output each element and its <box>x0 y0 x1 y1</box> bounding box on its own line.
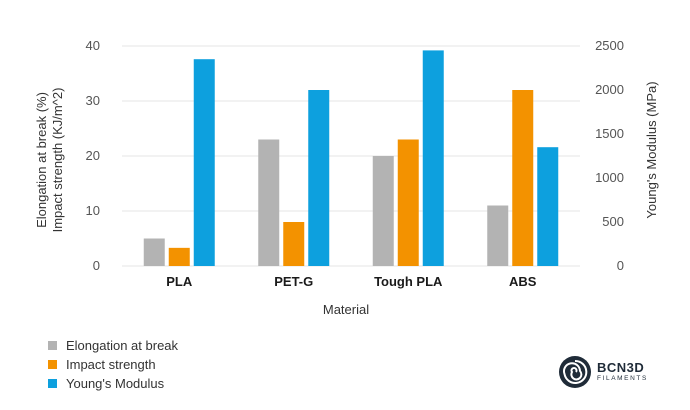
legend-item-impact: Impact strength <box>48 355 178 374</box>
y-tick-right-2500: 2500 <box>595 38 624 53</box>
bar-pla-elongation-at-break <box>143 238 165 266</box>
legend-label-youngs: Young's Modulus <box>66 376 165 391</box>
legend-label-impact: Impact strength <box>66 357 156 372</box>
bar-abs-elongation-at-break <box>487 205 509 266</box>
bar-pet-g-elongation-at-break <box>258 139 280 266</box>
legend-swatch-youngs <box>48 379 57 388</box>
logo-subtitle: FILAMENTS <box>597 375 648 383</box>
y-tick-left-40: 40 <box>86 38 100 53</box>
bars <box>143 50 559 267</box>
legend-label-elongation: Elongation at break <box>66 338 179 353</box>
right-axis-ticks: 0 500 1000 1500 2000 2500 <box>595 38 624 273</box>
category-label-pla: PLA <box>166 274 193 289</box>
spiral-logo-icon <box>559 356 591 388</box>
y-axis-label-right: Young's Modulus (MPa) <box>644 81 659 218</box>
category-label-abs: ABS <box>509 274 537 289</box>
y-axis-label-left-2: Impact strength (KJ/m^2) <box>50 88 65 233</box>
bar-pla-impact-strength <box>168 247 190 266</box>
y-tick-left-20: 20 <box>86 148 100 163</box>
y-tick-right-0: 0 <box>617 258 624 273</box>
bar-abs-young-s-modulus <box>537 147 559 266</box>
bcn3d-logo: BCN3D FILAMENTS <box>558 355 648 389</box>
legend-item-youngs: Young's Modulus <box>48 374 178 393</box>
y-axis-label-left-1: Elongation at break (%) <box>34 92 49 228</box>
y-tick-left-10: 10 <box>86 203 100 218</box>
bar-pet-g-impact-strength <box>283 222 305 266</box>
legend-swatch-elongation <box>48 341 57 350</box>
bar-tough-pla-elongation-at-break <box>372 156 394 266</box>
x-axis-label: Material <box>323 302 369 317</box>
bar-tough-pla-young-s-modulus <box>422 50 444 267</box>
bar-pet-g-young-s-modulus <box>308 90 330 266</box>
category-label-tough-pla: Tough PLA <box>374 274 443 289</box>
y-tick-right-500: 500 <box>602 214 624 229</box>
y-tick-left-30: 30 <box>86 93 100 108</box>
y-tick-right-1500: 1500 <box>595 126 624 141</box>
legend: Elongation at break Impact strength Youn… <box>48 336 178 393</box>
y-tick-right-1000: 1000 <box>595 170 624 185</box>
logo-brand: BCN3D <box>597 360 645 376</box>
bar-abs-impact-strength <box>512 90 534 266</box>
gridlines <box>122 45 580 267</box>
legend-item-elongation: Elongation at break <box>48 336 178 355</box>
bar-pla-young-s-modulus <box>193 59 215 267</box>
left-axis-ticks: 0 10 20 30 40 <box>86 38 100 273</box>
y-tick-right-2000: 2000 <box>595 82 624 97</box>
y-tick-left-0: 0 <box>93 258 100 273</box>
bar-tough-pla-impact-strength <box>397 139 419 266</box>
category-labels: PLA PET-G Tough PLA ABS <box>166 274 537 289</box>
category-label-pet-g: PET-G <box>274 274 313 289</box>
legend-swatch-impact <box>48 360 57 369</box>
